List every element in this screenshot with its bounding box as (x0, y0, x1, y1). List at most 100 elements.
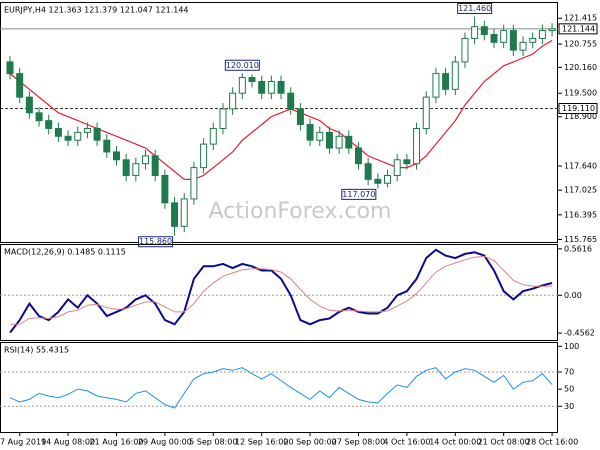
candle-body (209, 127, 217, 145)
candle-body (6, 61, 14, 75)
panel-title: EURJPY,H4 121.363 121.379 121.047 121.14… (4, 6, 189, 15)
y-tick-label: 118.900 (564, 112, 597, 121)
watermark: ActionForex.com (209, 199, 392, 224)
candle-body (461, 37, 469, 63)
candle-body (219, 108, 227, 129)
x-tick-label: 4 Oct 16:00 (383, 438, 430, 447)
candle-body (287, 92, 295, 110)
level-tag (558, 102, 598, 114)
candle-body (548, 28, 556, 32)
candle-body (45, 120, 53, 129)
candle-body (296, 108, 304, 126)
y-tick-label: 50 (564, 385, 574, 394)
candle-body (190, 167, 198, 200)
candle-body (25, 96, 33, 114)
candle-body (103, 139, 111, 153)
level-label: 121.144 (562, 24, 595, 33)
panel-title: MACD(12,26,9) 0.1485 0.1115 (4, 248, 126, 257)
annotation-label: 121.460 (458, 4, 491, 13)
candle-body (248, 77, 256, 82)
y-tick-label: 117.025 (564, 186, 597, 195)
indicator-line (9, 367, 553, 409)
x-tick-label: 28 Oct 16:00 (526, 438, 578, 447)
candle-body (325, 131, 333, 149)
level-label: 119.110 (562, 104, 595, 113)
y-tick-label: 0.00 (564, 291, 582, 300)
candle-body (122, 159, 130, 176)
annotation-label: 115.860 (139, 237, 172, 246)
candle-body (393, 159, 401, 176)
annotation-box (457, 2, 493, 14)
candle-body (480, 26, 488, 35)
level-tag (558, 23, 598, 35)
candle-body (451, 61, 459, 90)
y-tick-label: 115.765 (564, 235, 597, 244)
candle-body (93, 127, 101, 141)
candle-body (151, 155, 159, 176)
candle-body (345, 135, 353, 149)
candle-body (403, 159, 411, 165)
y-tick-label: 100 (564, 342, 579, 351)
y-tick-label: 120.755 (564, 40, 597, 49)
candle-body (180, 198, 188, 227)
candle-body (500, 30, 508, 43)
candle-body (83, 127, 91, 133)
candle-body (161, 174, 169, 204)
candle-body (267, 80, 275, 94)
x-tick-label: 5 Sep 08:00 (189, 438, 237, 447)
candle-body (538, 30, 546, 39)
annotation-box (341, 188, 377, 200)
panel-frame (0, 244, 558, 341)
x-tick-label: 29 Aug 00:00 (138, 438, 192, 447)
candle-body (354, 147, 362, 165)
candle-body (64, 135, 72, 141)
x-tick-label: 21 Aug 16:00 (90, 438, 144, 447)
y-tick-label: 30 (564, 402, 574, 411)
annotation-box (138, 236, 174, 248)
x-tick-label: 14 Aug 08:00 (41, 438, 95, 447)
x-tick-label: 27 Sep 08:00 (332, 438, 385, 447)
candle-body (519, 41, 527, 51)
x-tick-label: 21 Oct 08:00 (478, 438, 530, 447)
y-tick-label: 121.415 (564, 14, 597, 23)
candle-body (258, 80, 266, 94)
candle-body (432, 73, 440, 98)
y-tick-label: 0.5616 (564, 244, 592, 253)
candle-body (384, 174, 392, 184)
annotation-label: 117.070 (342, 190, 375, 199)
x-tick-label: 12 Sep 16:00 (235, 438, 288, 447)
candle-body (509, 30, 517, 51)
candle-body (306, 124, 314, 141)
candle-body (471, 26, 479, 39)
candle-body (413, 127, 421, 165)
candle-body (316, 131, 324, 141)
candle-body (171, 202, 179, 227)
x-tick-label: 7 Aug 2019 (0, 438, 46, 447)
candle-body (132, 163, 140, 176)
y-tick-label: 119.500 (564, 89, 597, 98)
y-tick-label: -0.4562 (564, 329, 595, 338)
candle-body (35, 112, 43, 122)
panel-title: RSI(14) 55.4315 (4, 346, 69, 355)
panel-frame (0, 2, 558, 243)
candle-body (142, 155, 150, 165)
y-tick-label: 117.640 (564, 162, 597, 171)
candle-body (364, 163, 372, 180)
indicator-line (9, 248, 553, 334)
x-tick-label: 14 Oct 00:00 (429, 438, 481, 447)
candle-body (16, 73, 24, 98)
y-tick-label: 116.395 (564, 210, 597, 219)
candle-body (112, 151, 120, 161)
candle-body (442, 73, 450, 90)
candle-body (374, 178, 382, 184)
candle-body (238, 77, 246, 94)
annotation-box (224, 59, 260, 71)
annotation-label: 120.010 (226, 61, 259, 70)
candle-body (335, 135, 343, 149)
indicator-line (10, 255, 553, 325)
candle-body (229, 92, 237, 110)
candle-body (490, 33, 498, 43)
y-tick-label: 70 (564, 368, 574, 377)
x-tick-label: 20 Sep 00:00 (283, 438, 336, 447)
